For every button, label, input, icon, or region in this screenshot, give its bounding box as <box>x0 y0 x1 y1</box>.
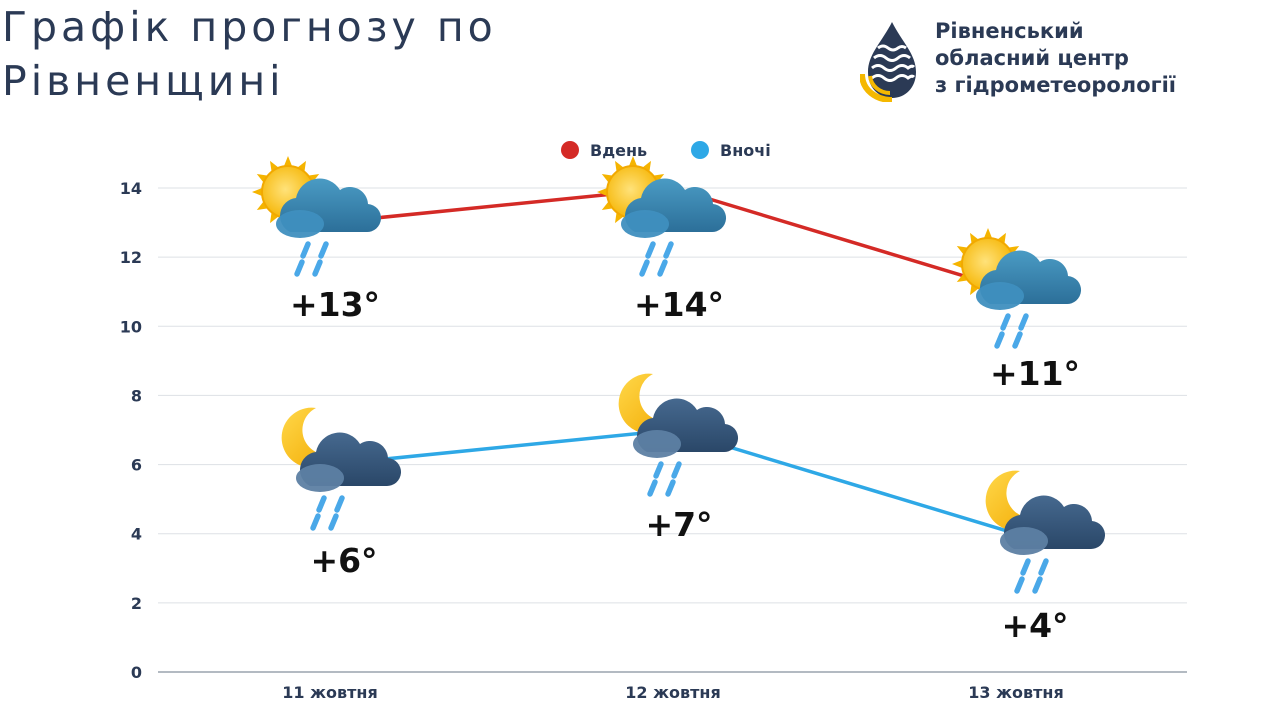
page-title: Графік прогнозу по Рівненщині <box>2 0 497 108</box>
data-label-night: +4° <box>1001 606 1068 645</box>
cloud-front <box>621 210 669 238</box>
data-label-day: +14° <box>634 285 724 324</box>
raindrop <box>663 241 674 259</box>
organization-block: Рівненський обласний центр з гідрометеор… <box>860 18 1240 108</box>
sun-ray <box>653 174 665 183</box>
moon-cloud-rain-icon <box>618 373 739 497</box>
raindrop <box>645 241 656 259</box>
raindrop <box>328 513 339 531</box>
sun-ray <box>297 160 306 172</box>
sun-ray <box>956 273 968 282</box>
organization-logo-icon <box>860 22 916 102</box>
legend-marker <box>561 141 579 159</box>
sun-ray <box>628 156 638 167</box>
raindrop <box>312 259 323 277</box>
sun-ray <box>601 174 613 183</box>
organization-name-line1: Рівненський <box>935 19 1084 43</box>
raindrop <box>310 513 321 531</box>
sun-ray <box>1008 246 1020 255</box>
y-tick-label: 2 <box>131 594 142 613</box>
page-title-line1: Графік прогнозу по <box>2 3 497 51</box>
cloud-front <box>1000 527 1048 555</box>
data-label-day: +11° <box>990 354 1080 393</box>
sun-cloud-rain-icon <box>952 228 1082 349</box>
page-title-line2: Рівненщині <box>2 57 285 105</box>
sun-cloud-rain-icon <box>597 156 727 277</box>
organization-name-line3: з гідрометеорології <box>935 73 1176 97</box>
sun-ray <box>601 201 613 210</box>
sun-cloud-rain-icon <box>252 156 382 277</box>
raindrop <box>316 495 327 513</box>
y-tick-label: 4 <box>131 525 142 544</box>
cloud-front <box>276 210 324 238</box>
x-tick-label: 12 жовтня <box>625 683 720 702</box>
organization-name: Рівненський обласний центр з гідрометеор… <box>935 18 1176 99</box>
raindrop <box>647 479 658 497</box>
sun-ray <box>308 174 320 183</box>
x-tick-label: 11 жовтня <box>282 683 377 702</box>
y-tick-label: 10 <box>120 317 142 336</box>
y-tick-label: 6 <box>131 456 142 475</box>
sun-ray <box>952 259 963 269</box>
sun-ray <box>983 228 993 239</box>
sun-ray <box>615 160 624 172</box>
x-tick-label: 13 жовтня <box>968 683 1063 702</box>
sun-ray <box>283 156 293 167</box>
raindrop <box>1012 331 1023 349</box>
raindrop <box>671 461 682 479</box>
y-tick-label: 12 <box>120 248 142 267</box>
legend-label: Вночі <box>720 141 771 160</box>
raindrop <box>657 259 668 277</box>
data-label-night: +6° <box>310 541 377 580</box>
raindrop <box>1032 576 1043 594</box>
moon-cloud-rain-icon <box>985 470 1106 594</box>
organization-name-line2: обласний центр <box>935 46 1129 70</box>
sun-ray <box>615 212 624 224</box>
chart-legend: Вдень Вночі <box>561 141 771 160</box>
raindrop <box>1014 576 1025 594</box>
moon-cloud-rain-icon <box>281 407 402 531</box>
cloud-front <box>633 430 681 458</box>
sun-ray <box>642 160 651 172</box>
raindrop <box>334 495 345 513</box>
sun-ray <box>597 187 608 197</box>
sun-ray <box>270 160 279 172</box>
moon-shape <box>281 407 338 468</box>
raindrop <box>665 479 676 497</box>
sun-ray <box>970 232 979 244</box>
moon-shape <box>985 470 1042 531</box>
legend-label: Вдень <box>590 141 647 160</box>
sun-ray <box>252 187 263 197</box>
raindrop <box>639 259 650 277</box>
y-tick-label: 0 <box>131 663 142 682</box>
y-tick-label: 8 <box>131 386 142 405</box>
raindrop <box>994 331 1005 349</box>
sun-ray <box>956 246 968 255</box>
chart-weather-icons <box>252 156 1106 594</box>
sun-ray <box>270 212 279 224</box>
raindrop <box>294 259 305 277</box>
moon-shape <box>618 373 675 434</box>
sun-ray <box>997 232 1006 244</box>
y-tick-label: 14 <box>120 179 142 198</box>
cloud-front <box>296 464 344 492</box>
chart-data-labels: +13° +14° +11° +6° +7° +4° <box>290 285 1080 645</box>
raindrop <box>1018 313 1029 331</box>
raindrop <box>1000 313 1011 331</box>
sun-ray <box>970 284 979 296</box>
raindrop <box>1038 558 1049 576</box>
raindrop <box>300 241 311 259</box>
data-label-day: +13° <box>290 285 380 324</box>
data-label-night: +7° <box>645 505 712 544</box>
chart-axes: 0 2 4 6 8 10 12 14 11 жовтня 12 жовтня 13 жовтня <box>120 179 1064 702</box>
raindrop <box>318 241 329 259</box>
sun-ray <box>256 201 268 210</box>
sun-ray <box>256 174 268 183</box>
raindrop <box>1020 558 1031 576</box>
raindrop <box>653 461 664 479</box>
cloud-front <box>976 282 1024 310</box>
legend-marker <box>691 141 709 159</box>
